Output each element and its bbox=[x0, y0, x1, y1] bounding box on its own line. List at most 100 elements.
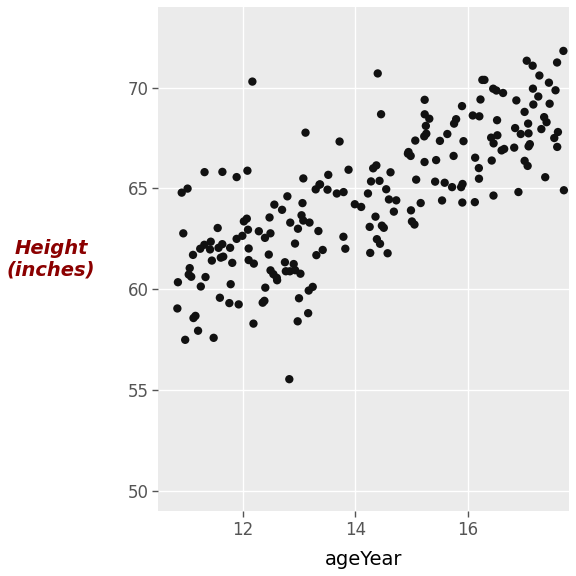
Point bbox=[375, 176, 384, 185]
Point bbox=[173, 304, 182, 313]
Point bbox=[540, 112, 549, 122]
Point bbox=[366, 248, 375, 257]
Point bbox=[497, 146, 506, 155]
Point bbox=[316, 180, 325, 189]
Point bbox=[372, 234, 381, 244]
Point bbox=[404, 147, 413, 157]
Point bbox=[457, 101, 467, 111]
Point bbox=[448, 183, 457, 192]
Point bbox=[196, 282, 206, 291]
Point bbox=[470, 198, 479, 207]
Point bbox=[181, 335, 190, 344]
Point bbox=[407, 217, 416, 226]
Point bbox=[200, 240, 209, 249]
Point bbox=[510, 143, 519, 152]
Point bbox=[499, 145, 509, 154]
Point bbox=[406, 151, 415, 161]
Point bbox=[421, 122, 430, 131]
Point bbox=[522, 56, 531, 65]
Point bbox=[244, 244, 253, 253]
Point bbox=[412, 175, 421, 184]
Point bbox=[425, 114, 434, 123]
Point bbox=[218, 240, 227, 249]
Point bbox=[294, 294, 304, 303]
Point bbox=[489, 191, 498, 200]
Point bbox=[534, 92, 543, 101]
Point bbox=[261, 283, 270, 292]
Point bbox=[430, 177, 439, 186]
Point bbox=[296, 269, 305, 278]
Point bbox=[218, 167, 227, 176]
Point bbox=[449, 151, 458, 161]
Point bbox=[243, 166, 252, 175]
Point bbox=[475, 112, 484, 121]
Point bbox=[293, 224, 302, 233]
Point bbox=[315, 180, 324, 189]
Point bbox=[305, 218, 314, 227]
Point bbox=[324, 170, 333, 180]
Point bbox=[285, 267, 294, 276]
Point bbox=[260, 296, 269, 305]
Point bbox=[206, 237, 215, 247]
Point bbox=[559, 185, 569, 195]
Point bbox=[528, 84, 537, 93]
Point bbox=[254, 226, 263, 236]
Point bbox=[290, 239, 300, 248]
Point bbox=[249, 259, 259, 268]
Point bbox=[487, 156, 497, 165]
Point bbox=[510, 123, 520, 132]
Point bbox=[422, 129, 431, 138]
Point bbox=[244, 256, 253, 265]
Point bbox=[559, 46, 568, 55]
Point bbox=[179, 229, 188, 238]
Point bbox=[260, 233, 270, 242]
Point bbox=[314, 226, 323, 236]
Point bbox=[232, 172, 241, 181]
Point bbox=[435, 137, 445, 146]
Point bbox=[440, 178, 449, 187]
Point bbox=[443, 130, 452, 139]
Point bbox=[407, 206, 416, 215]
Point bbox=[290, 266, 300, 275]
Point bbox=[377, 221, 386, 230]
Point bbox=[478, 75, 487, 85]
Point bbox=[383, 249, 392, 258]
Point bbox=[285, 374, 294, 384]
Point bbox=[196, 244, 205, 253]
Point bbox=[189, 313, 198, 323]
Point bbox=[379, 223, 388, 232]
Point bbox=[339, 232, 348, 241]
Point bbox=[498, 88, 507, 97]
Point bbox=[341, 244, 350, 253]
Point bbox=[363, 189, 373, 198]
Point bbox=[544, 78, 554, 88]
Point bbox=[545, 99, 554, 108]
Point bbox=[272, 276, 282, 285]
Point bbox=[468, 111, 478, 120]
Point bbox=[304, 309, 313, 318]
Point bbox=[524, 128, 533, 138]
Point bbox=[520, 107, 529, 116]
Point bbox=[185, 263, 194, 272]
Point bbox=[238, 231, 247, 240]
Point bbox=[234, 300, 243, 309]
Y-axis label: Height
(inches): Height (inches) bbox=[7, 238, 96, 279]
Point bbox=[242, 214, 251, 223]
Point bbox=[384, 195, 393, 204]
Point bbox=[357, 202, 366, 211]
Point bbox=[431, 156, 441, 165]
Point bbox=[299, 174, 308, 183]
Point bbox=[524, 119, 533, 128]
Point bbox=[373, 69, 382, 78]
Point bbox=[523, 161, 532, 170]
Point bbox=[420, 157, 429, 166]
Point bbox=[550, 134, 559, 143]
Point bbox=[403, 149, 412, 158]
Point bbox=[492, 116, 502, 125]
Point bbox=[219, 252, 228, 262]
Point bbox=[214, 243, 223, 252]
Point bbox=[225, 298, 234, 308]
Point bbox=[420, 95, 429, 104]
Point bbox=[297, 211, 306, 220]
Point bbox=[283, 192, 292, 201]
